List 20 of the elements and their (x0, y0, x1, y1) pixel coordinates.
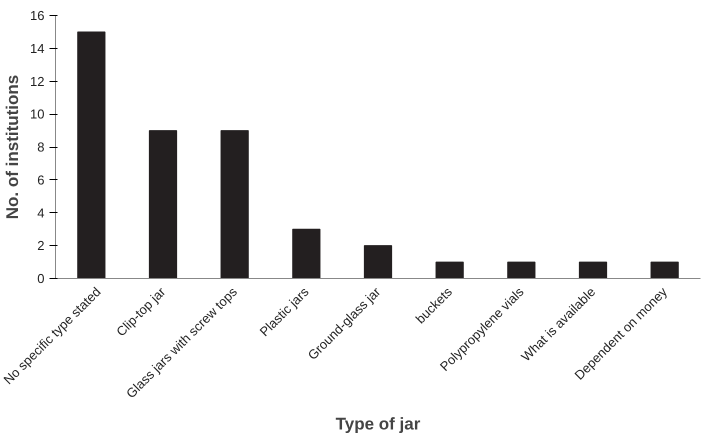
bar (292, 228, 320, 278)
y-tick-label: 12 (30, 74, 45, 89)
bar (220, 130, 249, 278)
bar (507, 262, 536, 278)
y-axis-title: No. of institutions (3, 74, 22, 220)
y-tick-label: 8 (37, 140, 45, 154)
bar (77, 31, 106, 278)
bar (436, 262, 464, 278)
y-tick-label: 10 (30, 106, 45, 122)
y-tick-label: 2 (37, 238, 45, 254)
x-axis-title: Type of jar (336, 414, 421, 434)
bar (650, 262, 679, 278)
y-tick-label: 16 (30, 8, 45, 23)
y-tick-label: 14 (30, 40, 45, 56)
y-tick-label: 4 (37, 205, 45, 220)
bar (578, 262, 608, 278)
y-tick-label: 6 (37, 172, 45, 188)
bar (148, 130, 178, 278)
bar (364, 245, 392, 278)
y-tick-label: 0 (37, 271, 45, 286)
